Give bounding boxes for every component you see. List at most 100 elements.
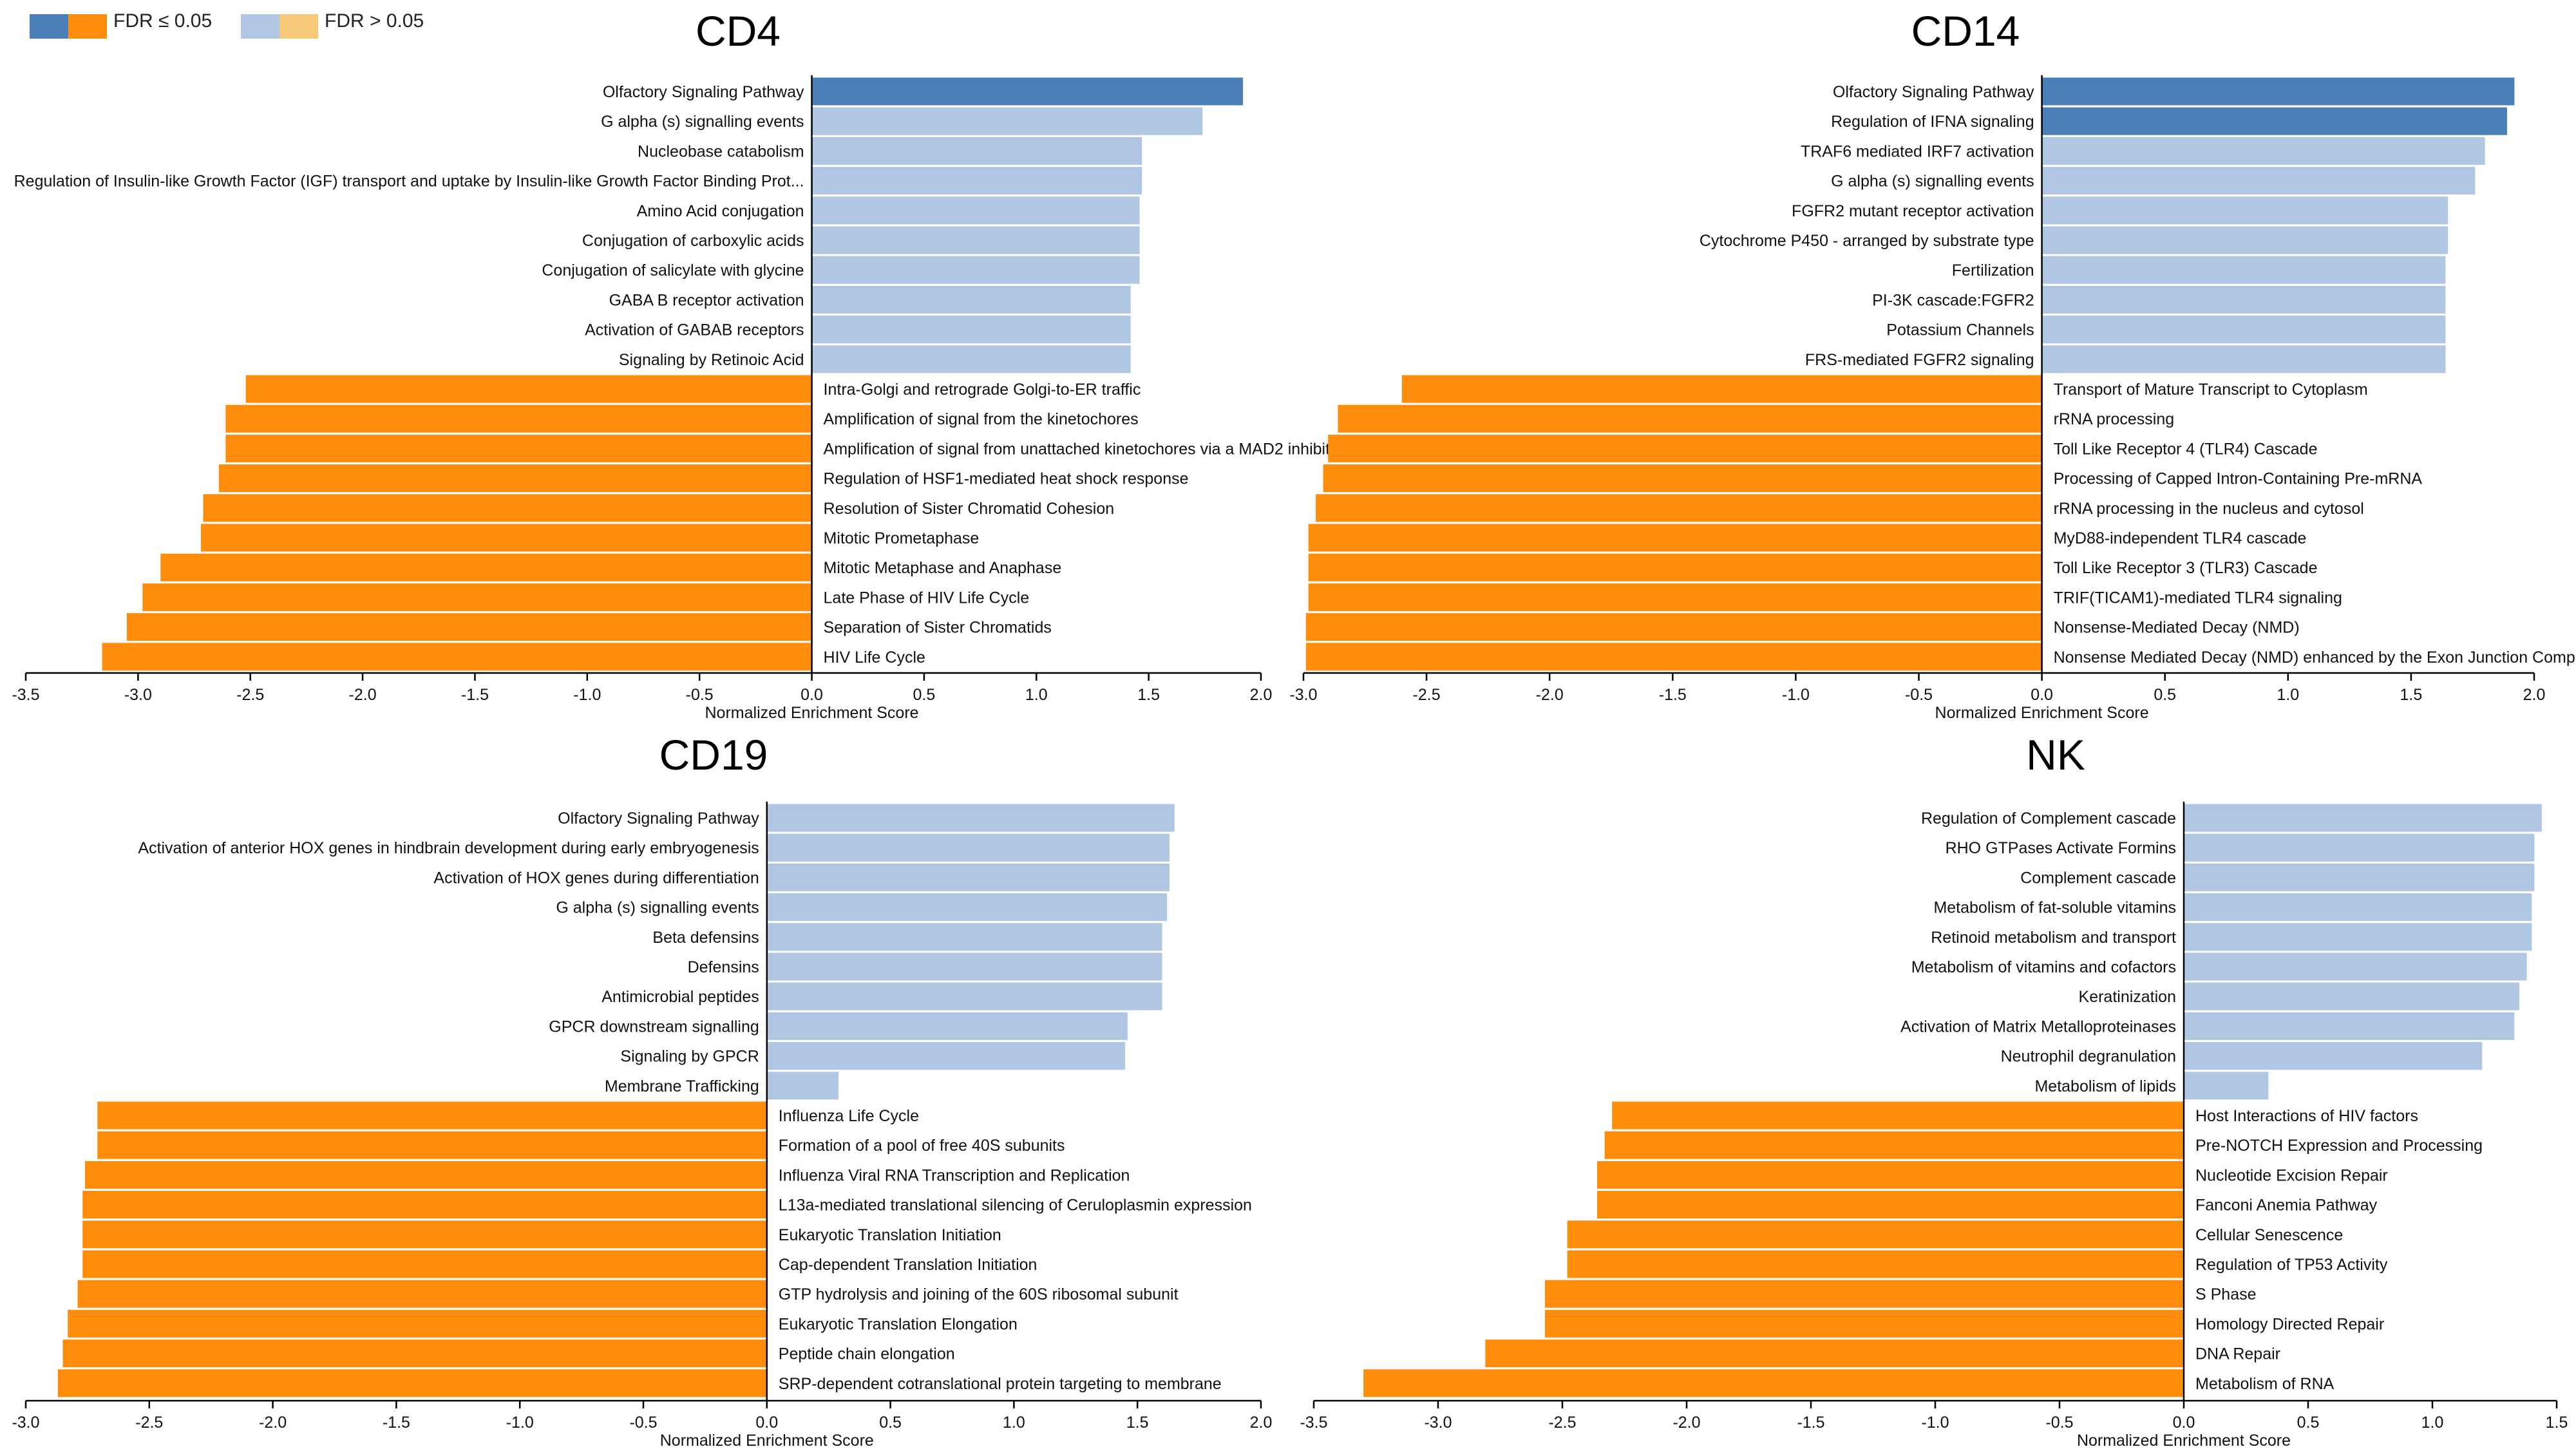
cd14-tick-label-6: -0.5 [1905,686,1933,704]
cd4-bar-7 [811,256,1140,284]
legend-label-nonsig: FDR > 0.05 [325,10,424,32]
cd19-category-label-9: Signaling by GPCR [620,1048,759,1066]
cd14-category-label-13: Toll Like Receptor 4 (TLR4) Cascade [2054,440,2318,458]
cd19-bar-7 [766,982,1162,1010]
nk-bar-14 [1597,1191,2184,1219]
cd19-bar-11 [97,1101,767,1130]
cd4-bar-1 [811,77,1244,106]
cd19-category-label-1: Olfactory Signaling Pathway [558,810,759,828]
cd4-category-label-15: Resolution of Sister Chromatid Cohesion [824,500,1115,518]
legend-swatch-neg-nonsig [279,14,318,39]
cd19-bar-15 [82,1220,767,1249]
nk-tick-label-1: -3.5 [1300,1414,1327,1432]
cd19-bar-20 [57,1369,767,1397]
nk-tick-label-10: 1.0 [2421,1414,2444,1432]
nk-bar-8 [2184,1012,2515,1040]
cd14-category-label-6: Cytochrome P450 - arranged by substrate … [1700,232,2034,250]
nk-category-label-7: Keratinization [2079,988,2176,1006]
cd14-category-label-17: Toll Like Receptor 3 (TLR3) Cascade [2054,559,2318,577]
cd19-category-label-20: SRP-dependent cotranslational protein ta… [779,1375,1222,1393]
cd19-category-label-3: Activation of HOX genes during different… [433,869,759,887]
cd4-tick-label-3: -2.5 [236,686,264,704]
cd4-category-label-10: Signaling by Retinoic Acid [619,351,804,369]
cd4-bar-16 [201,524,812,552]
cd19-category-label-8: GPCR downstream signalling [549,1018,759,1036]
nk-category-label-3: Complement cascade [2020,869,2176,887]
cd14-bar-6 [2041,226,2448,254]
cd4-category-label-3: Nucleobase catabolism [638,142,804,160]
cd14-category-label-14: Processing of Capped Intron-Containing P… [2054,470,2423,488]
cd19-bar-16 [82,1250,767,1278]
nk-category-label-1: Regulation of Complement cascade [1921,810,2176,828]
nk-bar-12 [1604,1131,2184,1159]
cd4-category-label-14: Regulation of HSF1-mediated heat shock r… [824,470,1189,488]
cd14-category-label-18: TRIF(TICAM1)-mediated TLR4 signaling [2054,589,2342,607]
cd4-category-label-11: Intra-Golgi and retrograde Golgi-to-ER t… [824,381,1141,399]
cd19-bar-17 [77,1280,767,1308]
cd4-tick-label-7: -0.5 [686,686,714,704]
cd4-category-label-19: Separation of Sister Chromatids [824,619,1052,637]
nk-category-label-16: Regulation of TP53 Activity [2195,1256,2388,1274]
cd14-bar-10 [2041,345,2446,374]
panel-title-cd19: CD19 [659,731,768,779]
cd19-category-label-4: G alpha (s) signalling events [556,899,759,917]
cd19-tick-label-8: 0.5 [879,1414,902,1432]
cd4-category-label-17: Mitotic Metaphase and Anaphase [824,559,1062,577]
nk-bar-13 [1597,1160,2184,1189]
nk-category-label-10: Metabolism of lipids [2034,1077,2176,1095]
nk-bar-5 [2184,923,2532,951]
cd4-category-label-7: Conjugation of salicylate with glycine [542,261,804,279]
cd19-bar-10 [766,1072,839,1100]
nk-x-axis-label: Normalized Enrichment Score [2077,1432,2291,1449]
cd14-bar-12 [1338,404,2042,433]
cd19-bar-3 [766,863,1170,891]
cd19-category-label-10: Membrane Trafficking [605,1077,759,1095]
nk-bar-9 [2184,1042,2483,1070]
cd4-tick-label-5: -1.5 [461,686,489,704]
cd19-category-label-13: Influenza Viral RNA Transcription and Re… [779,1166,1130,1184]
cd14-category-label-3: TRAF6 mediated IRF7 activation [1801,142,2034,160]
nk-bar-11 [1612,1101,2184,1130]
nk-bar-6 [2184,952,2527,981]
cd4-bar-17 [160,553,812,582]
cd14-bar-8 [2041,285,2446,314]
panel-title-cd4: CD4 [695,7,781,55]
cd4-category-label-16: Mitotic Prometaphase [824,529,980,547]
cd19-bar-2 [766,833,1170,862]
cd4-category-label-20: HIV Life Cycle [824,649,925,667]
cd14-bar-11 [1401,375,2042,403]
cd14-tick-label-4: -1.5 [1659,686,1687,704]
cd4-category-label-5: Amino Acid conjugation [637,202,804,220]
cd19-tick-label-1: -3.0 [12,1414,39,1432]
cd19-category-label-19: Peptide chain elongation [779,1345,955,1363]
cd4-tick-label-1: -3.5 [12,686,39,704]
nk-tick-label-2: -3.0 [1424,1414,1452,1432]
nk-category-label-11: Host Interactions of HIV factors [2195,1107,2418,1125]
cd14-tick-label-5: -1.0 [1782,686,1810,704]
nk-category-label-9: Neutrophil degranulation [2001,1048,2176,1066]
cd14-bar-1 [2041,77,2515,106]
cd4-bar-15 [203,494,812,522]
nk-category-label-4: Metabolism of fat-soluble vitamins [1933,899,2176,917]
cd4-bar-19 [126,613,812,641]
nk-bar-18 [1544,1309,2184,1338]
cd14-bar-17 [1308,553,2042,582]
cd14-bar-3 [2041,137,2485,165]
cd4-bar-14 [218,464,812,493]
cd14-tick-label-7: 0.0 [2031,686,2053,704]
nk-category-label-5: Retinoid metabolism and transport [1931,929,2176,947]
nk-bar-15 [1567,1220,2184,1249]
cd4-bar-20 [102,643,812,671]
cd14-bar-14 [1323,464,2042,493]
cd19-category-label-7: Antimicrobial peptides [601,988,759,1006]
cd19-category-label-5: Beta defensins [652,929,759,947]
cd4-category-label-6: Conjugation of carboxylic acids [582,232,804,250]
cd14-category-label-2: Regulation of IFNA signaling [1831,113,2034,131]
nk-bar-10 [2184,1072,2269,1100]
cd19-bar-5 [766,923,1162,951]
nk-bar-20 [1363,1369,2184,1397]
cd14-x-axis-label: Normalized Enrichment Score [1935,704,2149,722]
cd4-category-label-8: GABA B receptor activation [609,291,804,309]
